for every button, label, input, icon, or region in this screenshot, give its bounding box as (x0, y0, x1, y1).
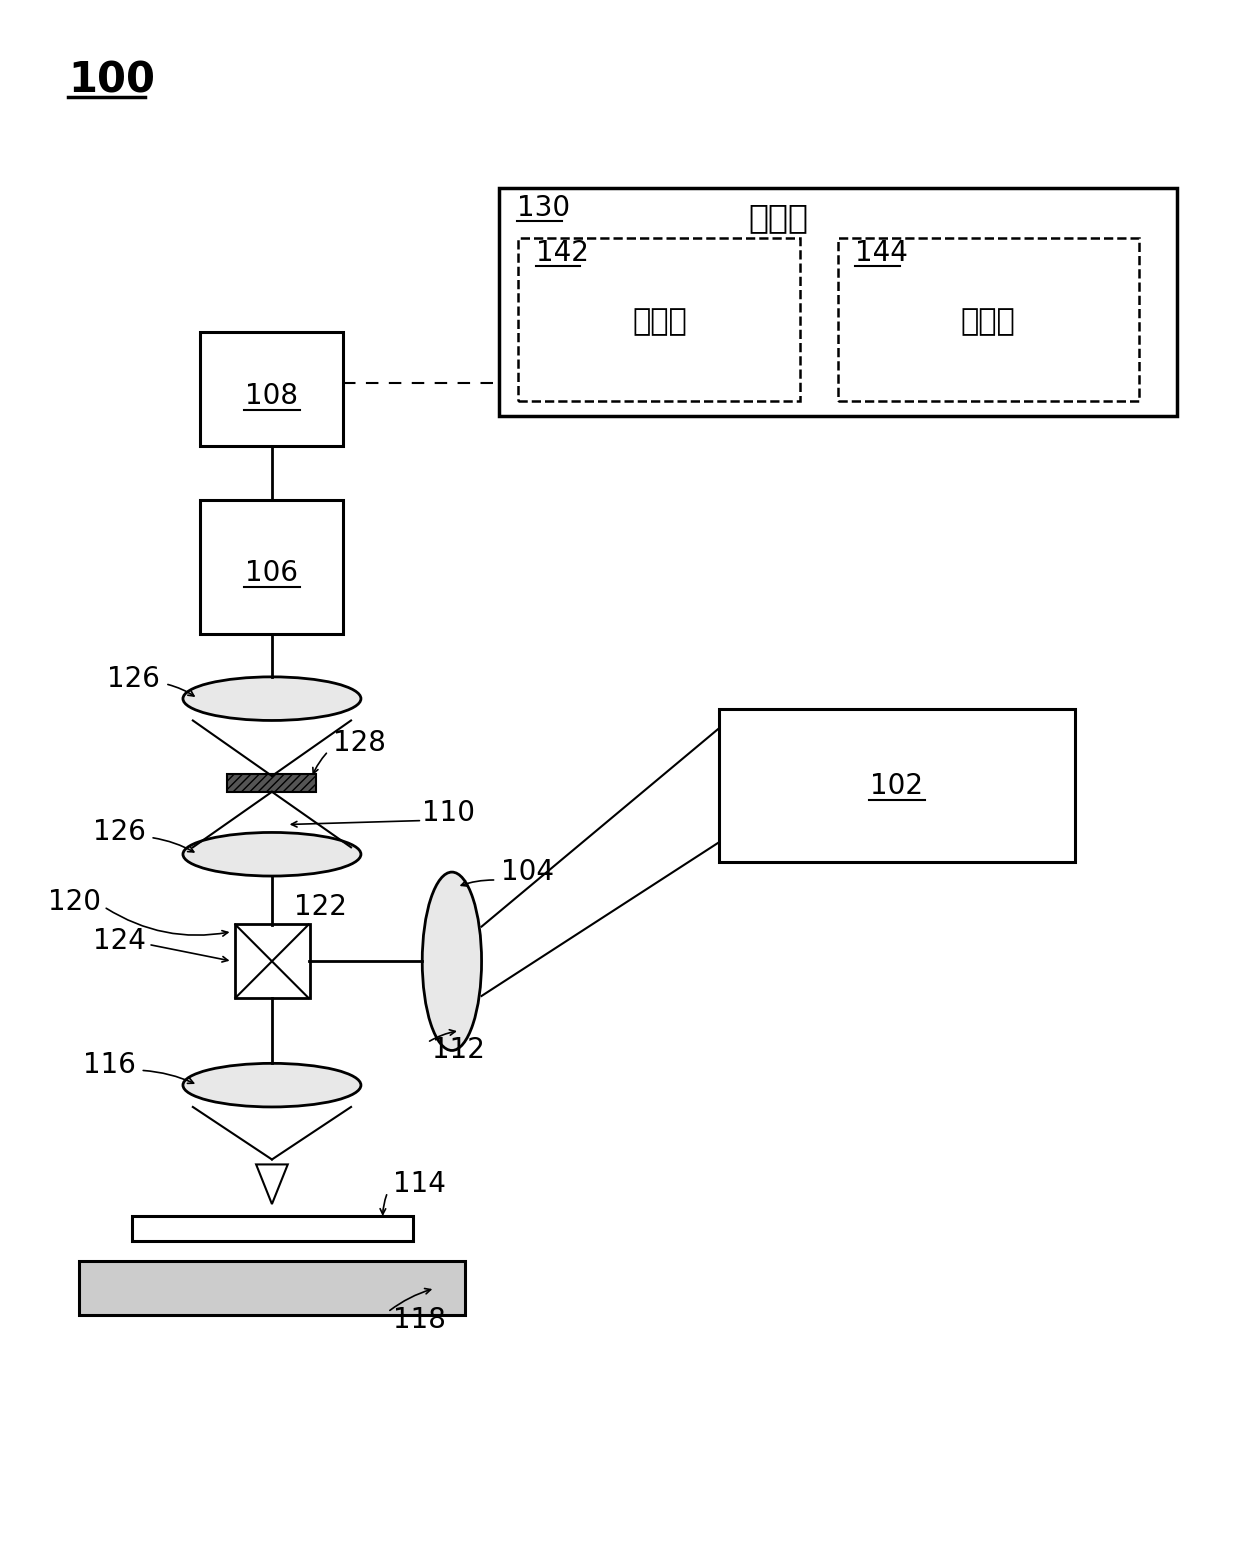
Bar (518, 238, 800, 401)
Text: 控制器: 控制器 (748, 202, 808, 235)
Ellipse shape (184, 1063, 361, 1106)
Text: 122: 122 (294, 893, 346, 921)
Text: 100: 100 (68, 60, 155, 102)
Text: 存储器: 存储器 (961, 307, 1016, 336)
Bar (227, 775, 316, 792)
Text: 102: 102 (870, 772, 924, 799)
Text: 128: 128 (334, 730, 386, 758)
Text: 130: 130 (517, 194, 570, 222)
Text: 114: 114 (393, 1170, 445, 1199)
Bar (719, 708, 1075, 863)
Text: 142: 142 (536, 239, 589, 267)
Bar (236, 924, 310, 998)
Text: 106: 106 (246, 559, 299, 586)
Text: 124: 124 (93, 927, 145, 955)
Bar (837, 238, 1140, 401)
Text: 118: 118 (393, 1305, 445, 1335)
Ellipse shape (184, 677, 361, 721)
Text: 104: 104 (501, 858, 554, 886)
Bar (500, 188, 1177, 417)
Bar (200, 500, 343, 634)
Text: 120: 120 (48, 887, 100, 917)
Text: 144: 144 (856, 239, 908, 267)
Text: 126: 126 (93, 818, 145, 847)
Text: 126: 126 (108, 665, 160, 693)
Text: 110: 110 (423, 799, 475, 827)
Text: 112: 112 (432, 1037, 485, 1065)
Ellipse shape (184, 832, 361, 876)
Bar (200, 332, 343, 446)
Ellipse shape (423, 872, 481, 1051)
Text: 108: 108 (246, 383, 299, 410)
Bar (131, 1216, 413, 1241)
Text: 116: 116 (83, 1051, 135, 1080)
Text: 处理器: 处理器 (632, 307, 687, 336)
Bar (79, 1261, 465, 1315)
